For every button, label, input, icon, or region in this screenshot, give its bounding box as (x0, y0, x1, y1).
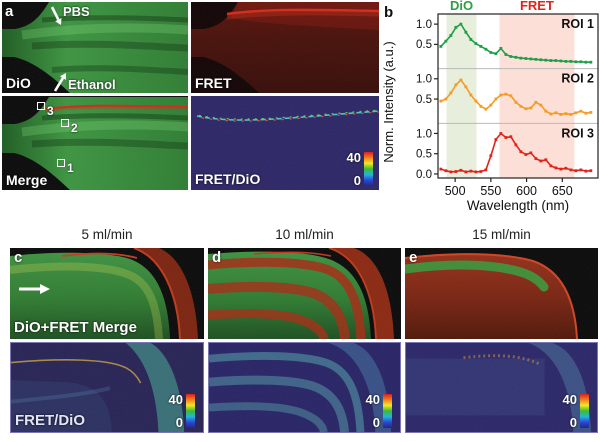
roi-number-2: 2 (71, 121, 78, 135)
roi-marker-1: 1 (57, 159, 74, 175)
column-title-10ml: 10 ml/min (275, 227, 334, 242)
svg-text:DiO: DiO (450, 0, 473, 13)
panel-letter-b: b (384, 4, 394, 21)
roi-marker-2: 2 (61, 119, 78, 135)
merge-image: 3 2 1 Merge (2, 96, 188, 190)
ratio-image-a: FRET/DiO 40 0 (191, 96, 379, 190)
roi-marker-3: 3 (37, 102, 54, 118)
dio-image: a PBS Ethanol DiO (2, 2, 188, 93)
column-title-5ml: 5 ml/min (81, 227, 133, 242)
colorbar-gradient (186, 394, 195, 428)
svg-text:0.5: 0.5 (416, 149, 432, 161)
panel-a: a PBS Ethanol DiO FRET (2, 2, 379, 190)
ratio-image-e: 40 0 (405, 342, 598, 433)
colorbar: 40 0 (562, 392, 589, 430)
colorbar: 40 0 (365, 392, 392, 430)
ratio-image-a-art (191, 96, 379, 190)
ratio-image-c: FRET/DiO 40 0 (10, 342, 204, 433)
colorbar-min-label: 0 (353, 173, 361, 188)
merge-label: Merge (6, 172, 48, 188)
merge-image-e: e (405, 248, 598, 339)
ratio-c-art (11, 343, 203, 432)
svg-text:ROI 2: ROI 2 (561, 72, 594, 86)
svg-text:600: 600 (516, 184, 537, 198)
svg-text:1.0: 1.0 (416, 128, 432, 140)
colorbar-max-label: 40 (168, 392, 183, 407)
merge-c-art (10, 248, 204, 339)
colorbar-gradient (383, 394, 392, 428)
colorbar-max-label: 40 (562, 392, 577, 407)
roi-number-3: 3 (47, 104, 54, 118)
colorbar-gradient (364, 152, 373, 186)
pbs-label: PBS (63, 4, 90, 19)
ratio-c-label: FRET/DiO (15, 412, 85, 429)
panel-letter-e: e (409, 249, 418, 266)
merge-image-c: c DiO+FRET Merge (10, 248, 204, 339)
ratio-image-d: 40 0 (208, 342, 401, 433)
colorbar: 40 0 (346, 150, 373, 188)
colorbar-min-label: 0 (175, 415, 183, 430)
svg-text:500: 500 (445, 184, 466, 198)
panel-letter-d: d (212, 249, 222, 266)
svg-text:0.5: 0.5 (416, 94, 432, 106)
colorbar-max-label: 40 (346, 150, 361, 165)
colorbar-min-label: 0 (372, 415, 380, 430)
merge-image-d: d (208, 248, 401, 339)
svg-text:FRET: FRET (520, 0, 554, 13)
svg-text:0.5: 0.5 (416, 39, 432, 51)
colorbar-max-label: 40 (365, 392, 380, 407)
colorbar: 40 0 (168, 392, 195, 430)
roi-number-1: 1 (67, 161, 74, 175)
merge-e-art (405, 248, 598, 339)
ratio-a-label: FRET/DiO (195, 171, 261, 187)
svg-text:650: 650 (552, 184, 573, 198)
merge-c-label: DiO+FRET Merge (14, 319, 137, 336)
svg-text:0.0: 0.0 (416, 169, 432, 181)
svg-text:ROI 1: ROI 1 (561, 17, 594, 31)
merge-image-art (2, 96, 188, 190)
fret-image-art (191, 2, 379, 93)
x-axis-label: Wavelength (nm) (466, 198, 570, 213)
colorbar-gradient (580, 394, 589, 428)
spectra-plot: DiO FRET 1.0 0.5 ROI 1 1.0 0.5 ROI 2 1.0 0.5 0.0 RO… (416, 0, 599, 198)
svg-text:1.0: 1.0 (416, 74, 432, 86)
ratio-e-art (406, 343, 597, 432)
panel-letter-c: c (14, 249, 23, 266)
ethanol-label: Ethanol (68, 77, 116, 92)
svg-text:1.0: 1.0 (416, 19, 432, 31)
svg-text:550: 550 (480, 184, 501, 198)
roi-box-1 (57, 159, 65, 167)
panel-letter-a: a (5, 3, 14, 20)
fret-label: FRET (195, 75, 232, 91)
roi-box-3 (37, 102, 45, 110)
merge-d-art (208, 248, 401, 339)
panel-b: b Norm. Intensity (a.u.) DiO FRET 1.0 0.5 RO… (380, 0, 600, 225)
dio-image-art (2, 2, 188, 93)
ratio-d-art (209, 343, 400, 432)
fret-image: FRET (191, 2, 379, 93)
column-title-15ml: 15 ml/min (472, 227, 531, 242)
dio-label: DiO (6, 75, 31, 91)
svg-text:ROI 3: ROI 3 (561, 126, 594, 140)
colorbar-min-label: 0 (569, 415, 577, 430)
roi-box-2 (61, 119, 69, 127)
